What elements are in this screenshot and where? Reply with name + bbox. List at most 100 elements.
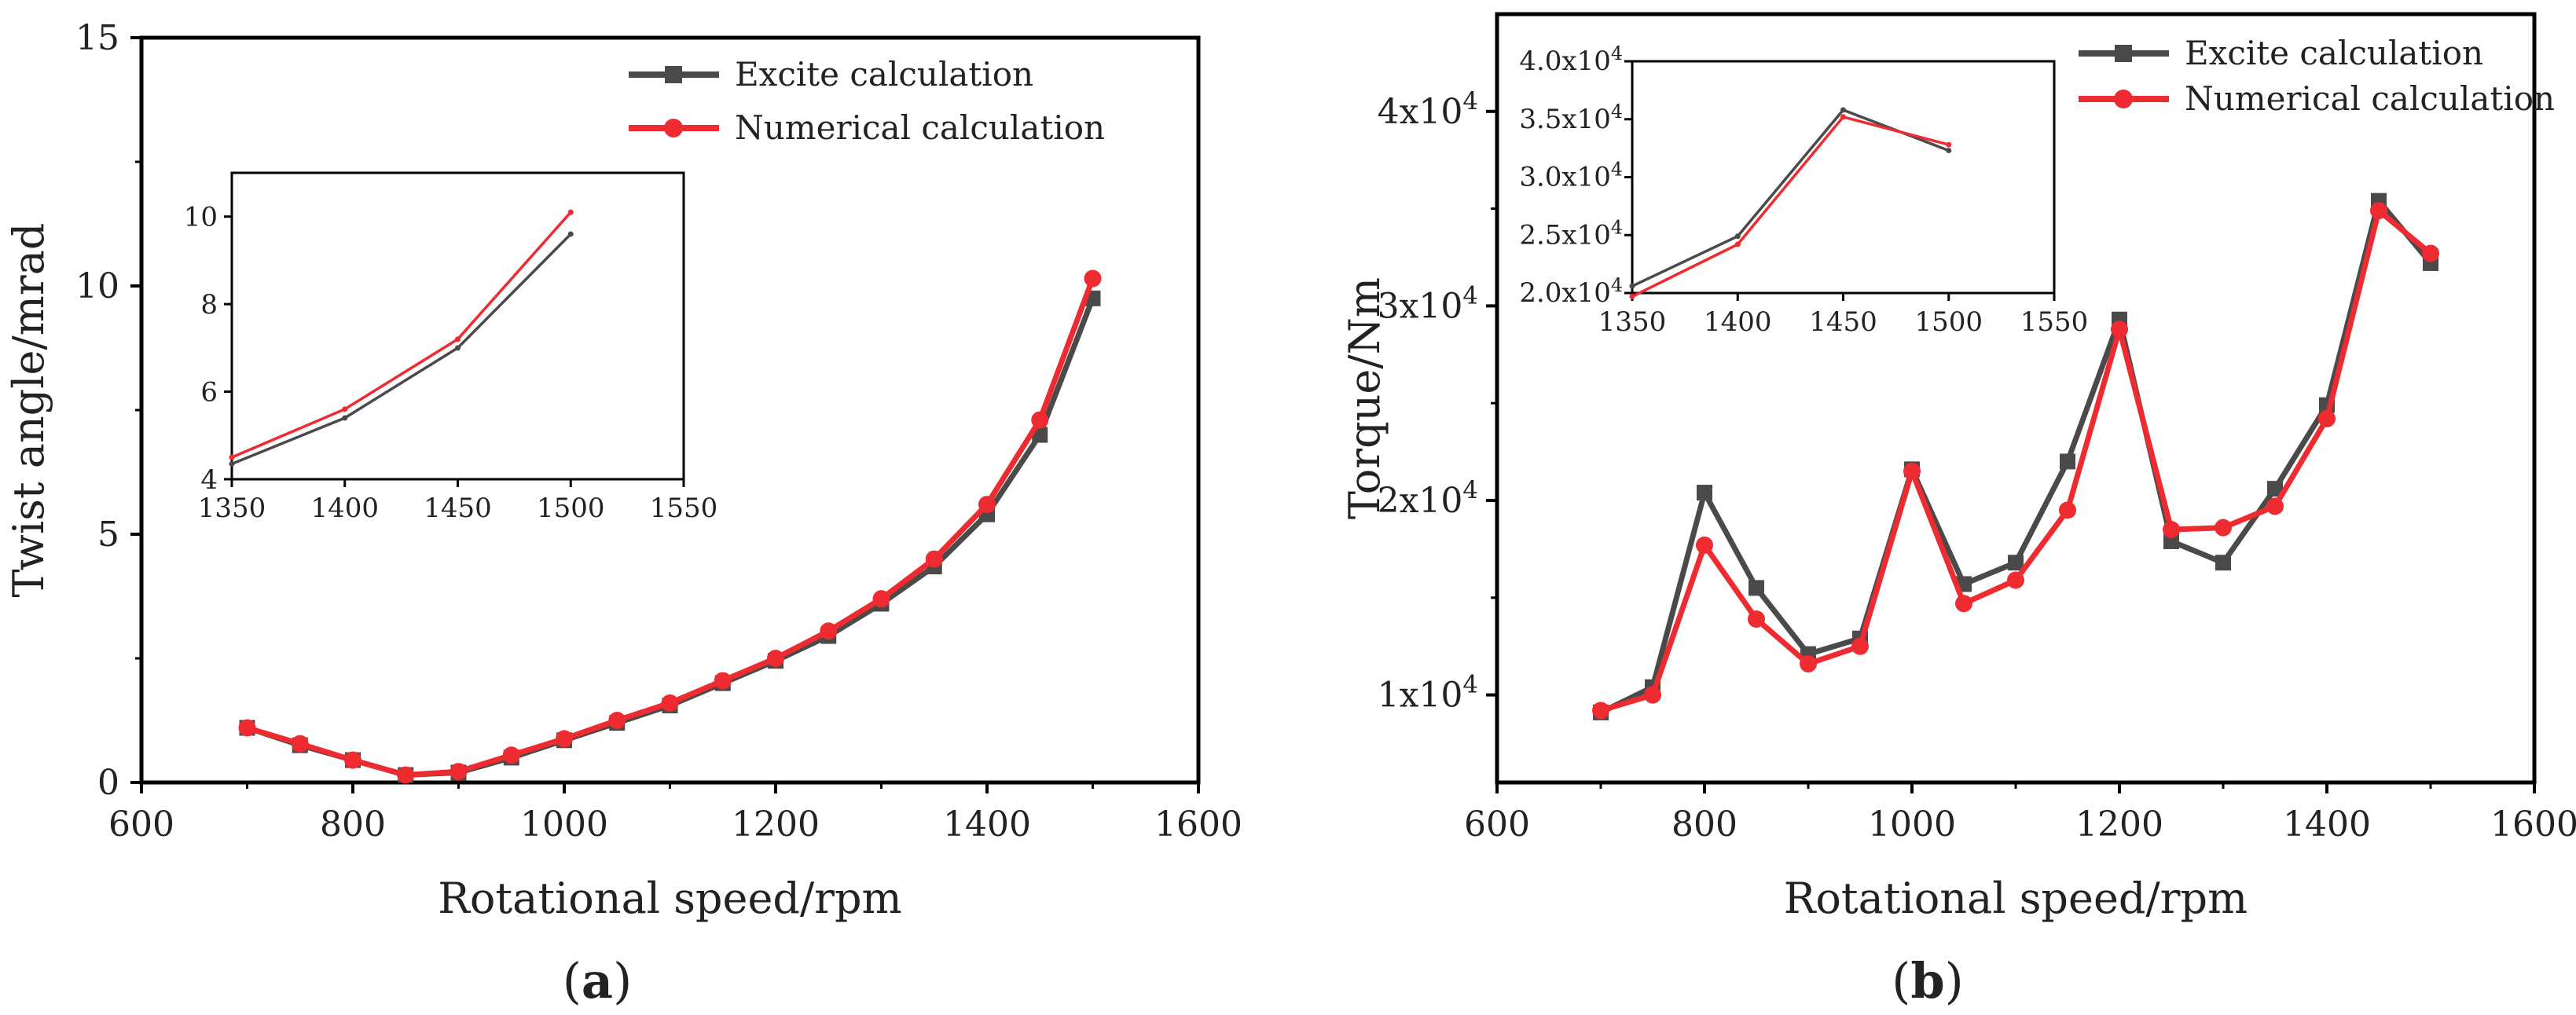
inset-x-tick-label: 1450 <box>1809 306 1877 338</box>
inset-x-tick-label: 1550 <box>2020 306 2089 338</box>
inset-data-point <box>567 209 574 215</box>
data-point-circle <box>291 735 309 753</box>
panel-label: (a) <box>563 952 633 1010</box>
data-point-circle <box>767 650 784 667</box>
tick-mantissa: 1x10 <box>1378 676 1463 716</box>
data-point-square <box>2267 481 2283 497</box>
tick-mantissa: 3.5x10 <box>1519 104 1611 135</box>
panel-label: (b) <box>1892 952 1964 1010</box>
data-point-circle <box>1031 411 1049 429</box>
inset-data-point <box>1946 141 1952 148</box>
data-point-circle <box>978 496 996 514</box>
inset-x-tick-label: 1400 <box>1704 306 1772 338</box>
data-point-square <box>2008 555 2024 571</box>
inset-x-tick-label: 1550 <box>650 493 718 524</box>
inset-data-point <box>455 345 461 351</box>
y-tick-label: 5 <box>97 515 119 555</box>
data-point-circle <box>502 746 520 764</box>
y-axis-title: Twist angle/mrad <box>4 223 53 598</box>
panel-label-paren-open: ( <box>1892 952 1910 1010</box>
x-tick-label: 600 <box>108 804 174 845</box>
legend-marker-circle <box>2114 90 2133 108</box>
data-point-circle <box>1800 654 1817 672</box>
inset-data-point <box>229 461 235 467</box>
data-point-square <box>1749 580 1764 596</box>
y-tick-label: 1x104 <box>1378 671 1478 716</box>
data-point-circle <box>2111 321 2128 339</box>
x-tick-label: 1400 <box>943 804 1031 845</box>
inset-data-point <box>342 406 348 412</box>
inset-x-tick-label: 1500 <box>537 493 605 524</box>
x-tick-label: 1200 <box>732 804 820 845</box>
y-tick-label: 3x104 <box>1378 281 1478 326</box>
x-tick-label: 1000 <box>1868 804 1956 845</box>
data-point-circle <box>1851 637 1869 655</box>
data-point-circle <box>925 550 943 568</box>
y-tick-label: 4x104 <box>1378 87 1478 132</box>
data-point-circle <box>608 712 626 729</box>
x-tick-label: 1400 <box>2283 804 2371 845</box>
inset-y-tick-label: 3.0x104 <box>1519 159 1623 193</box>
chart-panel-b: 600 800 1000 1200 1400 16001x1042x1043x1044x1… <box>1340 12 2576 1010</box>
inset-data-point <box>1629 293 1635 299</box>
tick-mantissa: 4.0x10 <box>1519 46 1611 77</box>
panel-label-letter: b <box>1910 952 1944 1010</box>
data-point-square <box>2215 555 2231 571</box>
data-point-circle <box>397 766 415 784</box>
data-point-circle <box>2215 518 2232 537</box>
inset-x-tick-label: 1350 <box>198 493 266 524</box>
tick-mantissa: 2.0x10 <box>1519 277 1611 309</box>
panel-label-paren-close: ) <box>613 952 632 1010</box>
y-tick-label: 2x104 <box>1378 476 1478 521</box>
data-point-circle <box>1696 536 1713 554</box>
legend-label: Numerical calculation <box>2185 79 2555 118</box>
chart-panel-a: 600 800 1000 1200 1400 1600 0 5 10 15 Rotational s… <box>4 18 1242 1010</box>
inset-y-tick-label: 10 <box>184 202 218 233</box>
data-point-circle <box>1644 686 1661 704</box>
tick-mantissa: 2.5x10 <box>1519 219 1611 251</box>
legend-marker-square <box>665 66 682 83</box>
tick-exponent: 4 <box>1611 159 1623 181</box>
inset-y-tick-label: 4 <box>200 464 218 496</box>
data-point-circle <box>2059 501 2076 519</box>
inset-y-tick-label: 3.5x104 <box>1519 101 1623 135</box>
legend-label: Numerical calculation <box>735 108 1105 147</box>
inset-x-tick-label: 1400 <box>310 493 379 524</box>
inset-x-tick-label: 1350 <box>1598 306 1667 338</box>
inset-y-tick-label: 2.0x104 <box>1519 274 1623 309</box>
inset-y-tick-label: 4.0x104 <box>1519 42 1623 77</box>
y-tick-label: 10 <box>75 266 119 306</box>
x-tick-label: 1600 <box>1154 804 1242 845</box>
data-point-circle <box>872 590 890 608</box>
inset-data-point <box>455 336 461 343</box>
x-tick-label: 1200 <box>2075 804 2163 845</box>
x-tick-label: 800 <box>320 804 386 845</box>
tick-exponent: 4 <box>1462 671 1478 699</box>
x-tick-label: 1600 <box>2490 804 2576 845</box>
y-tick-label: 0 <box>97 763 119 803</box>
inset-data-point <box>1840 114 1846 120</box>
panel-label-paren-open: ( <box>563 952 582 1010</box>
tick-exponent: 4 <box>1462 476 1478 504</box>
inset-series-line-1 <box>1631 115 1950 298</box>
data-point-circle <box>2266 497 2284 515</box>
data-point-circle <box>450 763 468 781</box>
tick-mantissa: 3x10 <box>1378 286 1463 326</box>
x-axis-title: Rotational speed/rpm <box>438 874 902 923</box>
tick-exponent: 4 <box>1462 281 1478 310</box>
data-point-square <box>2060 453 2075 470</box>
tick-exponent: 4 <box>1611 101 1623 123</box>
tick-exponent: 4 <box>1611 216 1623 238</box>
data-point-circle <box>1592 702 1609 720</box>
inset-data-point <box>1629 283 1635 289</box>
data-point-circle <box>661 694 679 712</box>
legend-label: Excite calculation <box>735 55 1033 93</box>
inset-data-point <box>1840 107 1846 113</box>
data-point-circle <box>556 730 573 748</box>
data-point-circle <box>714 672 732 690</box>
tick-mantissa: 4x10 <box>1378 92 1463 132</box>
data-point-circle <box>2370 202 2387 220</box>
legend-marker-square <box>2115 45 2132 62</box>
inset-data-point <box>1946 148 1952 154</box>
